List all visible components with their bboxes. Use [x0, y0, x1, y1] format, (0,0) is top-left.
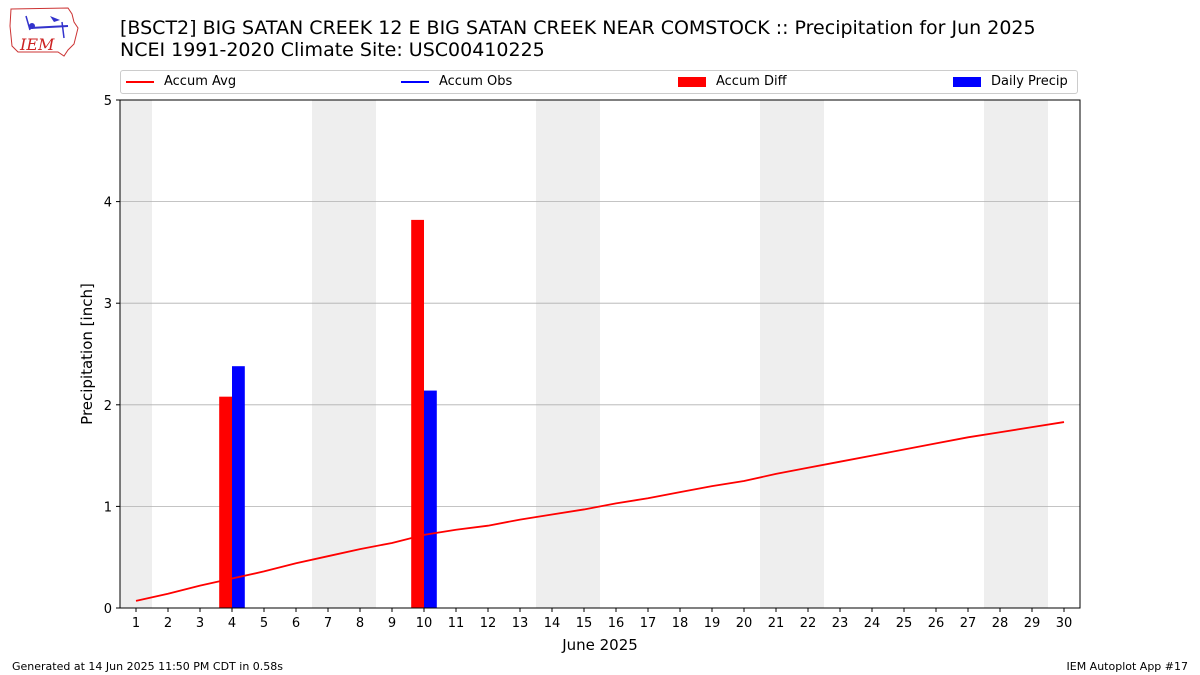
- bar-accum-diff-day-4: [219, 396, 232, 608]
- title-line-2: NCEI 1991-2020 Climate Site: USC00410225: [120, 39, 545, 61]
- x-tick-label-27: 27: [960, 616, 977, 631]
- x-tick-label-28: 28: [992, 616, 1009, 631]
- x-tick-label-22: 22: [800, 616, 817, 631]
- iem-logo: IEM: [8, 6, 80, 58]
- legend-label-accum-diff: Accum Diff: [716, 74, 787, 89]
- legend: Accum Avg Accum Obs Accum Diff Daily Pre…: [120, 70, 1078, 94]
- weekend-band-3: [760, 100, 824, 608]
- x-tick-label-7: 7: [324, 616, 332, 631]
- bar-daily-precip-day-10: [424, 390, 437, 608]
- y-tick-label-3: 3: [104, 297, 112, 312]
- x-tick-label-23: 23: [832, 616, 849, 631]
- x-tick-label-11: 11: [448, 616, 465, 631]
- x-tick-label-9: 9: [388, 616, 396, 631]
- x-tick-label-19: 19: [704, 616, 721, 631]
- weekend-band-0: [120, 100, 152, 608]
- x-tick-label-15: 15: [576, 616, 593, 631]
- legend-label-accum-avg: Accum Avg: [164, 74, 237, 89]
- legend-item-daily-precip: Daily Precip: [953, 74, 1068, 89]
- generated-timestamp: Generated at 14 Jun 2025 11:50 PM CDT in…: [12, 660, 284, 673]
- legend-swatch-accum-diff: [678, 76, 706, 87]
- x-tick-label-14: 14: [544, 616, 561, 631]
- logo-text: IEM: [19, 35, 55, 54]
- x-tick-label-25: 25: [896, 616, 913, 631]
- x-tick-label-1: 1: [132, 616, 140, 631]
- x-tick-label-5: 5: [260, 616, 268, 631]
- title-line-1: [BSCT2] BIG SATAN CREEK 12 E BIG SATAN C…: [120, 17, 1036, 39]
- weekend-band-4: [984, 100, 1048, 608]
- x-tick-label-20: 20: [736, 616, 753, 631]
- app-label: IEM Autoplot App #17: [1066, 660, 1189, 673]
- y-axis-label: Precipitation [inch]: [78, 283, 96, 425]
- y-tick-label-1: 1: [104, 500, 112, 515]
- chart-title: [BSCT2] BIG SATAN CREEK 12 E BIG SATAN C…: [120, 17, 1036, 61]
- x-tick-label-4: 4: [228, 616, 236, 631]
- x-tick-label-13: 13: [512, 616, 529, 631]
- y-tick-label-4: 4: [104, 196, 112, 211]
- legend-item-accum-diff: Accum Diff: [678, 74, 787, 89]
- x-tick-label-10: 10: [416, 616, 433, 631]
- legend-swatch-accum-obs: [401, 80, 429, 83]
- weekend-band-1: [312, 100, 376, 608]
- line-accum-avg: [135, 421, 1065, 602]
- bar-daily-precip-day-4: [232, 366, 245, 608]
- x-tick-label-29: 29: [1024, 616, 1041, 631]
- bar-accum-diff-day-10: [411, 219, 424, 608]
- legend-label-accum-obs: Accum Obs: [439, 74, 513, 89]
- legend-label-daily-precip: Daily Precip: [991, 74, 1068, 89]
- legend-item-accum-obs: Accum Obs: [401, 74, 512, 89]
- y-tick-label-5: 5: [104, 94, 112, 109]
- x-axis-label: June 2025: [561, 636, 638, 654]
- legend-item-accum-avg: Accum Avg: [126, 74, 236, 89]
- x-tick-label-18: 18: [672, 616, 689, 631]
- x-tick-label-3: 3: [196, 616, 204, 631]
- legend-swatch-daily-precip: [953, 76, 981, 87]
- x-tick-label-16: 16: [608, 616, 625, 631]
- y-tick-label-2: 2: [104, 399, 112, 414]
- x-tick-label-8: 8: [356, 616, 364, 631]
- x-tick-label-21: 21: [768, 616, 785, 631]
- x-tick-label-26: 26: [928, 616, 945, 631]
- plot-frame: [119, 99, 1081, 609]
- x-tick-label-12: 12: [480, 616, 497, 631]
- y-tick-label-0: 0: [104, 602, 112, 617]
- x-tick-label-24: 24: [864, 616, 881, 631]
- x-tick-label-17: 17: [640, 616, 657, 631]
- x-tick-label-6: 6: [292, 616, 300, 631]
- weekend-band-2: [536, 100, 600, 608]
- x-tick-label-2: 2: [164, 616, 172, 631]
- legend-swatch-accum-avg: [126, 80, 154, 83]
- x-tick-label-30: 30: [1056, 616, 1073, 631]
